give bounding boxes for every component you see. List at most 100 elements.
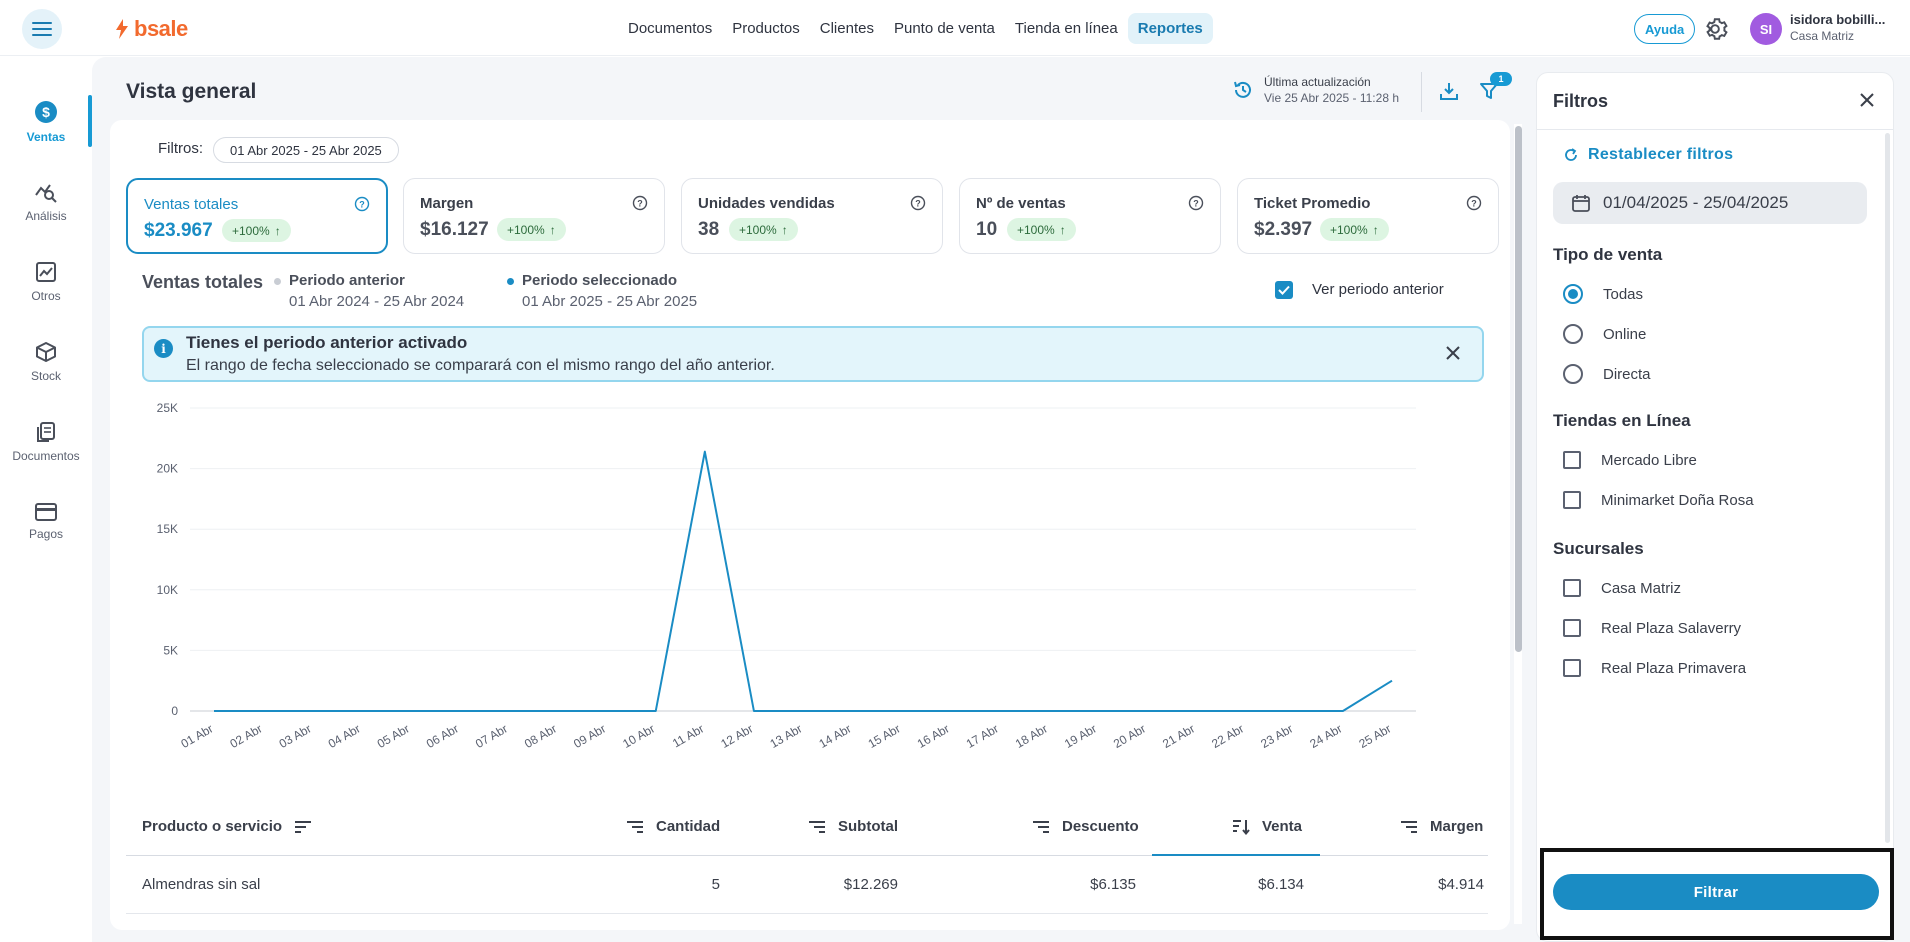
x-tick-label: 19 Abr xyxy=(1062,721,1099,750)
kpi-label: Ticket Promedio xyxy=(1254,195,1371,212)
kpi-change-badge: +100% ↑ xyxy=(497,218,566,241)
download-icon[interactable] xyxy=(1438,80,1460,102)
arrow-up-icon: ↑ xyxy=(549,222,556,237)
kpi-unidades-vendidas[interactable]: Unidades vendidas ? 38 +100% ↑ xyxy=(681,178,943,254)
brand-logo[interactable]: bsale xyxy=(114,16,188,42)
radio-online[interactable]: Online xyxy=(1563,324,1646,344)
legend-dot xyxy=(274,278,281,285)
col-venta[interactable]: Venta xyxy=(1232,818,1302,835)
user-menu[interactable]: isidora bobilli... Casa Matriz xyxy=(1790,12,1908,43)
help-circle-icon[interactable]: ? xyxy=(632,195,648,211)
col-margen[interactable]: Margen xyxy=(1400,818,1483,835)
radio-todas[interactable]: Todas xyxy=(1563,284,1643,304)
nav-reportes[interactable]: Reportes xyxy=(1127,13,1213,44)
legend-range: 01 Abr 2025 - 25 Abr 2025 xyxy=(522,293,698,310)
help-button[interactable]: Ayuda xyxy=(1634,14,1696,44)
close-icon[interactable] xyxy=(1858,91,1876,109)
arrow-up-icon: ↑ xyxy=(1372,222,1379,237)
col-label: Subtotal xyxy=(838,818,898,835)
radio-button[interactable] xyxy=(1563,364,1583,384)
checkbox-real-plaza-primavera[interactable]: Real Plaza Primavera xyxy=(1563,659,1746,677)
col-label: Margen xyxy=(1430,818,1484,835)
avatar[interactable]: SI xyxy=(1750,13,1782,45)
panel-scrollbar[interactable] xyxy=(1885,133,1890,843)
col-subtotal[interactable]: Subtotal xyxy=(808,818,898,835)
kpi-value: 10 xyxy=(976,219,998,240)
sidebar-item-analisis[interactable]: Análisis xyxy=(0,167,92,237)
menu-toggle-button[interactable] xyxy=(22,9,62,49)
radio-directa[interactable]: Directa xyxy=(1563,364,1651,384)
help-circle-icon[interactable]: ? xyxy=(1466,195,1482,211)
last-update: Última actualización Vie 25 Abr 2025 - 1… xyxy=(1232,75,1399,105)
kpi-ticket-promedio[interactable]: Ticket Promedio ? $2.397 +100% ↑ xyxy=(1237,178,1499,254)
checkbox[interactable] xyxy=(1563,659,1581,677)
show-previous-checkbox[interactable] xyxy=(1275,281,1293,299)
main-nav: Documentos Productos Clientes Punto de v… xyxy=(618,13,1213,44)
sidebar-item-otros[interactable]: Otros xyxy=(0,247,92,317)
kpi-value: $2.397 xyxy=(1254,219,1313,240)
arrow-up-icon: ↑ xyxy=(274,223,281,238)
box-icon xyxy=(36,342,56,362)
date-range-input[interactable]: 01/04/2025 - 25/04/2025 xyxy=(1553,182,1867,224)
option-label: Casa Matriz xyxy=(1601,579,1682,597)
nav-documentos[interactable]: Documentos xyxy=(628,20,713,37)
x-tick-label: 18 Abr xyxy=(1013,721,1050,750)
help-circle-icon[interactable]: ? xyxy=(910,195,926,211)
nav-clientes[interactable]: Clientes xyxy=(819,20,874,37)
radio-button[interactable] xyxy=(1563,324,1583,344)
sidebar-item-ventas[interactable]: $ Ventas xyxy=(0,87,92,157)
kpi-margen[interactable]: Margen ? $16.127 +100% ↑ xyxy=(403,178,665,254)
sidebar-item-documentos[interactable]: Documentos xyxy=(0,407,92,477)
filter-submit-button[interactable]: Filtrar xyxy=(1553,874,1879,910)
sidebar-item-pagos[interactable]: Pagos xyxy=(0,487,92,557)
kpi-ventas-totales[interactable]: Ventas totales ? $23.967 +100% ↑ xyxy=(126,178,388,254)
history-icon[interactable] xyxy=(1232,79,1254,101)
checkbox-minimarket[interactable]: Minimarket Doña Rosa xyxy=(1563,491,1754,509)
show-previous-label[interactable]: Ver periodo anterior xyxy=(1312,281,1444,298)
reset-filters-button[interactable]: Restablecer filtros xyxy=(1564,146,1733,164)
checkbox-mercado-libre[interactable]: Mercado Libre xyxy=(1563,451,1697,469)
nav-punto-de-venta[interactable]: Punto de venta xyxy=(893,20,995,37)
cell-descuento: $6.135 xyxy=(1090,876,1136,893)
kpi-numero-ventas[interactable]: Nº de ventas ? 10 +100% ↑ xyxy=(959,178,1221,254)
panel-divider xyxy=(1537,129,1893,130)
sidebar-item-label: Stock xyxy=(30,369,61,383)
page-title: Vista general xyxy=(126,80,257,103)
last-update-value: Vie 25 Abr 2025 - 11:28 h xyxy=(1264,91,1399,105)
help-circle-icon[interactable]: ? xyxy=(1188,195,1204,211)
checkbox-real-plaza-salaverry[interactable]: Real Plaza Salaverry xyxy=(1563,619,1741,637)
checkbox-casa-matriz[interactable]: Casa Matriz xyxy=(1563,579,1681,597)
section-tiendas: Tiendas en Línea xyxy=(1553,411,1691,430)
legend-range: 01 Abr 2024 - 25 Abr 2024 xyxy=(289,293,465,310)
sidebar-item-label: Pagos xyxy=(28,527,64,541)
radio-button[interactable] xyxy=(1563,284,1583,304)
alert-body: El rango de fecha seleccionado se compar… xyxy=(186,357,775,374)
sidebar-item-stock[interactable]: Stock xyxy=(0,327,92,397)
checkbox[interactable] xyxy=(1563,451,1581,469)
svg-text:?: ? xyxy=(359,200,365,210)
help-circle-icon[interactable]: ? xyxy=(354,196,370,212)
row-divider xyxy=(126,913,1488,914)
kpi-value: $16.127 xyxy=(420,219,489,240)
x-tick-label: 16 Abr xyxy=(915,721,952,750)
col-cantidad[interactable]: Cantidad xyxy=(626,818,720,835)
col-descuento[interactable]: Descuento xyxy=(1032,818,1139,835)
content-scrollbar-thumb[interactable] xyxy=(1515,126,1522,652)
legend-previous: Periodo anterior 01 Abr 2024 - 25 Abr 20… xyxy=(274,272,464,310)
checkbox[interactable] xyxy=(1563,579,1581,597)
checkbox[interactable] xyxy=(1563,619,1581,637)
kpi-value: $23.967 xyxy=(144,220,213,241)
nav-tienda-en-linea[interactable]: Tienda en línea xyxy=(1014,20,1118,37)
option-label: Mercado Libre xyxy=(1601,451,1697,469)
close-icon[interactable] xyxy=(1444,344,1462,362)
col-producto[interactable]: Producto o servicio xyxy=(142,818,312,835)
sidebar-item-label: Otros xyxy=(31,289,61,303)
date-filter-chip[interactable]: 01 Abr 2025 - 25 Abr 2025 xyxy=(213,137,399,163)
legend-name: Periodo seleccionado xyxy=(522,272,678,289)
filter-toggle-button[interactable]: 1 xyxy=(1478,72,1512,107)
nav-productos[interactable]: Productos xyxy=(732,20,800,37)
x-tick-label: 23 Abr xyxy=(1258,721,1295,750)
cell-producto: Almendras sin sal xyxy=(142,876,261,893)
gear-icon[interactable] xyxy=(1704,16,1730,42)
checkbox[interactable] xyxy=(1563,491,1581,509)
